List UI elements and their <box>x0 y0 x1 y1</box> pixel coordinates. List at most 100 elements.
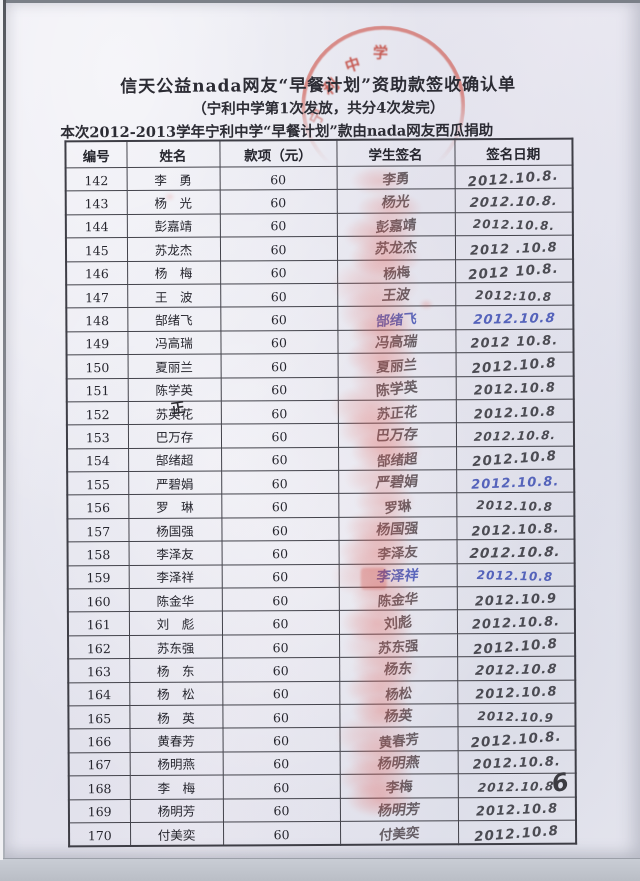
cell-number-text: 158 <box>86 547 111 563</box>
cell-amount-text: 60 <box>272 546 289 562</box>
cell-date-text: 2012 .10.8 <box>469 240 558 259</box>
cell-date: 2012 .10.8 <box>454 235 574 260</box>
cell-date: 2012.10.8 <box>457 820 577 845</box>
cell-number-text: 169 <box>87 804 112 820</box>
cell-number: 155 <box>67 471 129 496</box>
cell-amount: 60 <box>222 797 340 822</box>
table-row: 153巴万存60巴万存2012.10.8. <box>66 422 575 449</box>
cell-name: 刘 彪 <box>128 611 223 636</box>
cell-number: 168 <box>68 775 130 800</box>
cell-date-text: 2012.10.8. <box>471 614 561 633</box>
cell-amount: 60 <box>222 727 340 752</box>
table-row: 166 黄春芳 60 黄春芳 2012.10.8. <box>68 726 576 753</box>
cell-date-text: 2012.10.8. <box>472 754 561 774</box>
table-row: 167杨明燕60杨明燕2012.10.8. <box>68 749 576 776</box>
table-row: 156 罗 琳 60 罗琳 2012.10.8 <box>67 492 575 519</box>
cell-amount-text: 60 <box>273 733 290 749</box>
cell-number: 157 <box>67 518 129 543</box>
cell-number-text: 166 <box>87 734 112 750</box>
paper-edge-shadow <box>3 0 6 640</box>
cell-date-text: 2012.10.8 <box>473 822 560 845</box>
cell-number: 151 <box>66 378 128 402</box>
cell-date: 2012.10.8. <box>454 188 573 213</box>
cell-amount: 60 <box>221 587 339 612</box>
document-title: 信天公益nada网友“早餐计划”资助款签收确认单 <box>120 74 517 98</box>
cell-amount: 60 <box>220 259 338 284</box>
cell-number: 154 <box>67 448 129 472</box>
cell-number: 164 <box>68 682 130 706</box>
fingerprint-overlay <box>0 0 638 818</box>
cell-number: 146 <box>66 261 128 285</box>
table-row: 144彭嘉靖60彭嘉靖2012.10.8. <box>65 211 573 238</box>
cell-date: 2012.10.8. <box>456 469 575 494</box>
cell-date: 2012.10.8. <box>455 422 575 447</box>
table-row: 157杨国强60杨国强2012.10.8. <box>67 516 575 543</box>
table-row: 150夏丽兰60夏丽兰2012.10.8 <box>66 352 574 379</box>
cell-date: 2012.10.9 <box>457 703 576 728</box>
cell-amount-text: 60 <box>270 335 287 351</box>
cell-amount-text: 60 <box>273 826 290 842</box>
table-row: 148郜绪飞60郜绪飞2012.10.8 <box>66 305 574 332</box>
cell-amount-text: 60 <box>270 195 287 211</box>
cell-number: 147 <box>66 284 128 309</box>
cell-number-text: 165 <box>87 710 112 726</box>
signature-table: 编号 姓名 款项（元） 学生签名 签名日期 142 李 勇 60 李勇 2012.10.8. 14… <box>64 137 578 848</box>
cell-number-text: 164 <box>87 687 112 703</box>
table-row: 163 杨 东 60 杨东 2012.10.8 <box>68 656 576 683</box>
cell-name-text: 巴万存 <box>155 429 194 445</box>
cell-number: 160 <box>67 588 129 613</box>
cell-number-text: 149 <box>85 336 110 352</box>
cell-amount: 60 <box>222 751 340 776</box>
cell-name-text: 郜绪飞 <box>155 312 193 328</box>
cell-number-text: 157 <box>86 523 111 539</box>
cell-amount: 60 <box>220 330 338 355</box>
cell-date: 2012.10.8. <box>456 516 575 541</box>
cell-date-text: 2012.10.8. <box>470 473 560 493</box>
cell-date-text: 2012.10.8. <box>472 217 555 234</box>
cell-number: 145 <box>65 237 128 262</box>
cell-date: 2012.10.8 <box>456 492 575 517</box>
cell-amount: 60 <box>222 774 340 799</box>
cell-amount-text: 60 <box>273 803 290 819</box>
cell-date: 2012.10.8 <box>455 305 574 330</box>
cell-date: 2012.10.8 <box>457 679 576 704</box>
cell-amount-text: 60 <box>271 499 288 515</box>
cell-date: 2012.10.8. <box>456 539 575 564</box>
cell-number: 159 <box>67 565 129 589</box>
cell-name: 黄春芳 <box>129 728 223 753</box>
column-header: 编号 <box>65 141 127 168</box>
cell-date-text: 2012.10.8 <box>471 448 558 471</box>
cell-date-text: 2012 10.8. <box>468 260 560 284</box>
cell-number-text: 162 <box>86 640 111 656</box>
cell-number: 163 <box>68 658 130 683</box>
cell-amount-text: 60 <box>272 639 289 655</box>
cell-amount-text: 60 <box>272 663 289 679</box>
cell-name: 巴万存 <box>127 424 222 449</box>
cell-name: 郜绪飞 <box>127 307 221 332</box>
cell-name-text: 杨国强 <box>156 523 194 539</box>
cell-amount: 60 <box>220 376 338 401</box>
cell-amount: 60 <box>221 540 339 565</box>
cell-name-text: 冯高瑞 <box>155 336 193 352</box>
cell-number: 149 <box>66 331 128 355</box>
cell-number: 165 <box>68 705 130 730</box>
cell-name: 李泽祥 <box>128 564 222 589</box>
cell-date: 2012 10.8. <box>455 258 574 284</box>
cell-number: 161 <box>67 611 130 636</box>
cell-name: 李 梅 <box>129 775 223 800</box>
cell-date-text: 2012.10.8. <box>468 194 559 212</box>
table-row: 162 苏东强 60 苏东强 2012.10.8 <box>68 632 576 660</box>
cell-date-text: 2012.10.8 <box>477 778 556 795</box>
cell-number: 167 <box>68 752 130 776</box>
cell-amount-text: 60 <box>272 686 289 702</box>
cell-date-text: 2012.10.8 <box>476 498 554 515</box>
cell-number-text: 154 <box>85 453 110 469</box>
scan-edge-top <box>0 0 640 3</box>
cell-name: 杨 松 <box>129 681 223 706</box>
cell-name: 李泽友 <box>128 541 222 566</box>
fingerprint-stamp <box>419 299 434 310</box>
cell-date-text: 2012.10.8. <box>467 167 560 191</box>
cell-date: 2012.10.8 <box>455 375 574 400</box>
cell-name-text: 李 勇 <box>154 172 192 188</box>
